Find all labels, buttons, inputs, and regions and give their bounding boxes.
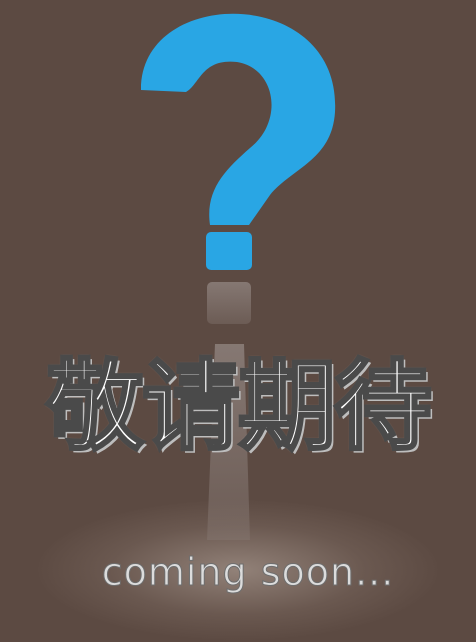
- page-title: 敬请期待: [44, 350, 433, 464]
- coming-soon-subtitle: coming soon...: [101, 550, 395, 595]
